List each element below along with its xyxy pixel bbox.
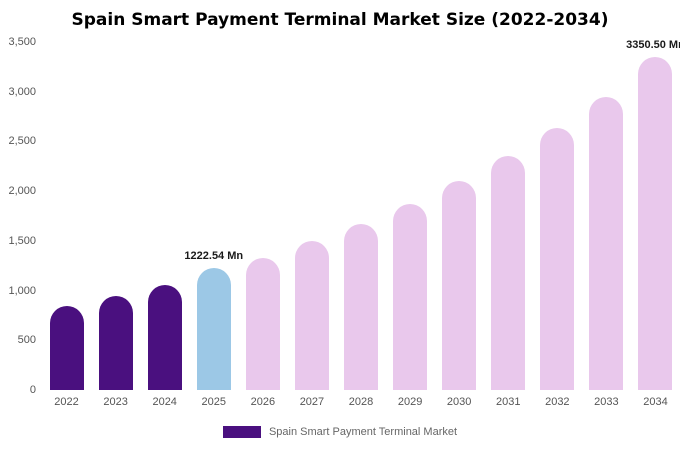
y-tick-label: 2,000 (8, 185, 36, 198)
bar-slot-2030 (435, 42, 484, 390)
chart-area: 0 500 1,000 1,500 2,000 2,500 3,000 3,500 1222.… (0, 36, 680, 396)
x-tick-label-2024: 2024 (152, 396, 177, 408)
bar-2030 (442, 181, 477, 390)
bar-2024 (147, 284, 182, 390)
bar-slot-2028 (336, 42, 385, 390)
y-tick-label: 3,000 (8, 85, 36, 98)
bar-2022 (49, 306, 84, 390)
x-tick-label-2029: 2029 (397, 396, 423, 408)
y-tick-label: 0 (29, 384, 36, 396)
y-tick-label: 2,500 (8, 135, 36, 148)
y-axis: 0 500 1,000 1,500 2,000 2,500 3,000 3,500 (0, 36, 42, 396)
bar-2031 (491, 156, 526, 390)
bar-2034 (638, 56, 673, 390)
x-axis: 2022 2023 2024 2025 2026 2027 2028 2029 2030 2031… (42, 396, 680, 408)
x-tick-label-2025: 2025 (201, 396, 227, 408)
bar-2032 (540, 127, 575, 390)
bar-slot-2032 (533, 42, 582, 390)
legend-label: Spain Smart Payment Terminal Market (268, 426, 458, 438)
bar-2033 (589, 96, 624, 390)
bar-slot-2029 (386, 42, 435, 390)
y-tick-label: 1,000 (8, 284, 36, 297)
x-tick-label-2031: 2031 (496, 396, 521, 408)
y-tick-label: 3,500 (8, 36, 36, 48)
bar-2025 (196, 268, 231, 390)
x-tick-label-2033: 2033 (594, 396, 619, 408)
bar-slot-2022 (42, 42, 91, 390)
bar-2029 (393, 204, 428, 390)
chart-title: Spain Smart Payment Terminal Market Size… (71, 10, 609, 30)
y-tick-label: 500 (17, 334, 36, 347)
bar-2028 (344, 223, 378, 390)
plot-area: 1222.54 Mn 3350.50 Mn (42, 39, 680, 390)
bar-slot-2025: 1222.54 Mn (184, 42, 243, 390)
x-tick-label-2028: 2028 (348, 396, 374, 408)
bar-slot-2023 (91, 42, 140, 390)
legend-swatch (222, 426, 261, 438)
bar-2026 (245, 257, 280, 390)
legend: Spain Smart Payment Terminal Market (0, 426, 680, 438)
bar-slot-2027 (287, 42, 336, 390)
bar-2027 (294, 240, 329, 390)
y-tick-label: 1,500 (8, 234, 36, 247)
bar-value-label-2034: 3350.50 Mn (626, 38, 680, 51)
bar-slot-2031 (484, 42, 533, 390)
x-tick-label-2026: 2026 (250, 396, 276, 408)
x-tick-label-2027: 2027 (299, 396, 325, 408)
x-tick-label-2022: 2022 (54, 396, 79, 408)
x-tick-label-2030: 2030 (446, 396, 472, 408)
bar-slot-2024 (140, 42, 189, 390)
bar-slot-2034: 3350.50 Mn (626, 39, 680, 390)
x-tick-label-2034: 2034 (643, 396, 668, 408)
bar-slot-2033 (582, 42, 631, 390)
bar-slot-2026 (238, 42, 287, 390)
x-tick-label-2023: 2023 (103, 396, 128, 408)
bar-2023 (98, 295, 133, 390)
bar-value-label-2025: 1222.54 Mn (184, 250, 244, 263)
x-tick-label-2032: 2032 (545, 396, 570, 408)
